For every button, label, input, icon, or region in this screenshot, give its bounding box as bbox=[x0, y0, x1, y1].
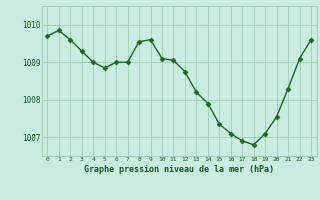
X-axis label: Graphe pression niveau de la mer (hPa): Graphe pression niveau de la mer (hPa) bbox=[84, 165, 274, 174]
